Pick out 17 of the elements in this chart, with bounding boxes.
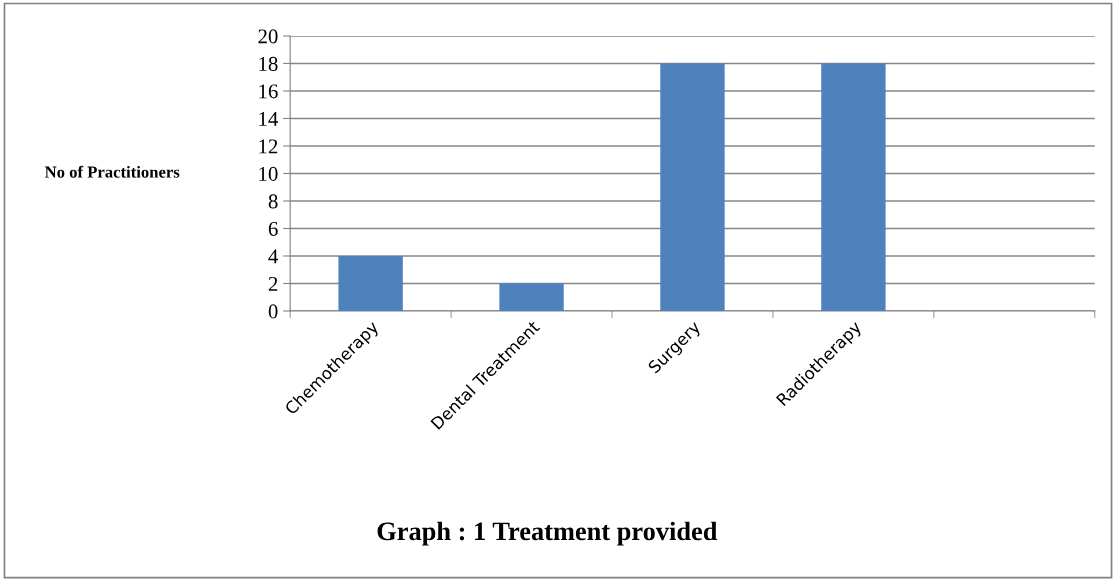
y-tick-label: 20 (258, 29, 278, 44)
y-tick-label: 16 (259, 84, 278, 99)
y-tick-label: 4 (268, 249, 279, 264)
y-tick-label: 18 (259, 56, 278, 71)
y-tick-label: 6 (268, 221, 278, 236)
y-tick-label: 14 (259, 111, 279, 126)
bar (821, 63, 886, 311)
y-axis-title: No of Practitioners (44, 165, 180, 178)
y-tick-label: 10 (259, 166, 278, 181)
bar (499, 283, 564, 311)
y-tick-label: 12 (259, 139, 278, 154)
bar (338, 255, 403, 311)
text: Graph : 1 Treatment provided (377, 521, 718, 546)
y-tick-label: 0 (268, 304, 278, 319)
bar (660, 63, 725, 311)
y-tick-label: 8 (268, 194, 278, 209)
y-tick-label: 2 (268, 276, 278, 291)
